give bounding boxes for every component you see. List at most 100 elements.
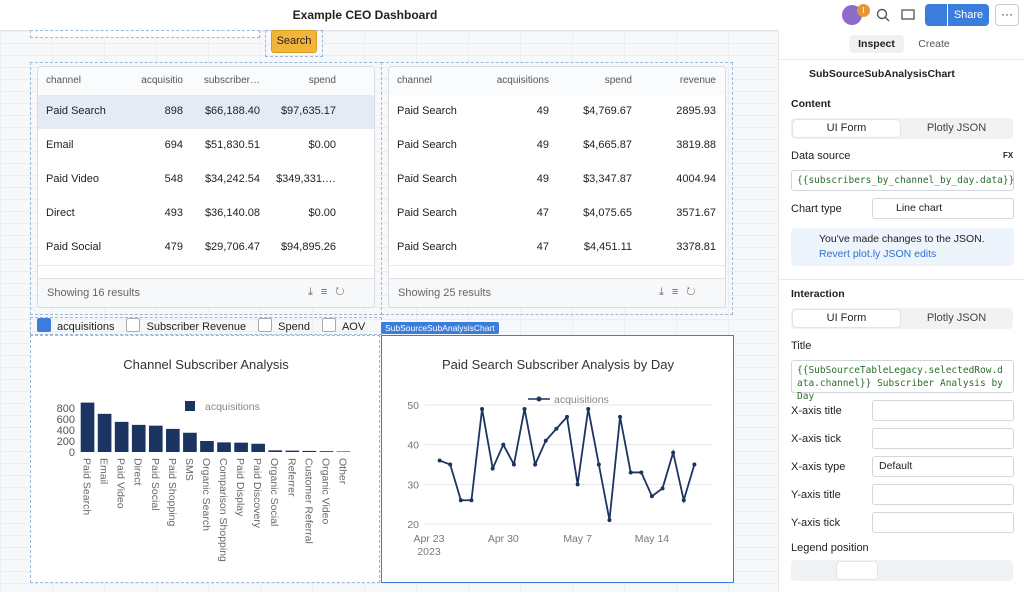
point: [618, 414, 623, 419]
table-cell: 49: [536, 105, 549, 117]
checkbox[interactable]: acquisitions: [37, 318, 114, 333]
table-cell: $51,830.51: [204, 139, 260, 151]
point: [490, 466, 495, 471]
legend-position-toggle: [791, 560, 1013, 581]
x-tick-label: Paid Search: [81, 458, 93, 515]
bar: [131, 424, 146, 452]
title-input[interactable]: {{SubSourceTableLegacy.selectedRow.data.…: [791, 360, 1014, 402]
point: [480, 406, 485, 411]
point: [437, 458, 442, 463]
search-icon[interactable]: [876, 8, 890, 22]
share-button[interactable]: Share: [948, 4, 989, 26]
checkbox-box: [126, 318, 141, 332]
mode-option[interactable]: UI Form: [793, 310, 900, 327]
section-heading: Content: [791, 98, 831, 110]
table-cell: $94,895.26: [280, 241, 336, 253]
table-row[interactable]: [38, 129, 374, 164]
table-row[interactable]: [389, 129, 725, 164]
table-cell: Paid Search: [397, 207, 457, 219]
notice-link[interactable]: Revert plot.ly JSON edits: [819, 248, 937, 260]
table-footer: [38, 278, 374, 307]
checkbox-label: Subscriber Revenue: [146, 321, 247, 333]
table-row[interactable]: [38, 95, 374, 130]
point: [469, 498, 474, 503]
chart-title: Channel Subscriber Analysis: [123, 357, 289, 372]
x-tick-label: Direct: [132, 458, 144, 486]
table-cell: 548: [164, 173, 183, 185]
mode-option[interactable]: UI Form: [793, 120, 900, 137]
footer-icons: ⤓≡↻: [308, 286, 353, 298]
table-cell: $34,242.54: [204, 173, 260, 185]
footer-icons: ⤓≡↻: [659, 286, 704, 298]
bar: [183, 432, 197, 452]
mode-option[interactable]: Plotly JSON: [926, 312, 987, 324]
table-cell: 3571.67: [676, 207, 716, 219]
table-row[interactable]: [389, 231, 725, 266]
table-cell: Paid Search: [397, 241, 457, 253]
checkbox-box: [321, 318, 336, 332]
legend-position-option[interactable]: [837, 562, 877, 579]
link-button[interactable]: [925, 4, 947, 26]
bar: [97, 413, 112, 452]
field-label: X-axis title: [791, 405, 842, 417]
x-tick-label: Apr 23 2023: [414, 533, 445, 558]
table-cell: Paid Video: [46, 173, 100, 185]
chart-type-select[interactable]: Line chart: [872, 198, 1014, 219]
text-input[interactable]: [872, 484, 1014, 505]
checkbox[interactable]: AOV: [321, 318, 365, 333]
code-input[interactable]: {{subscribers_by_channel_by_day.data}}: [791, 170, 1014, 191]
footer-text: Showing 25 results: [398, 287, 491, 299]
checkbox[interactable]: Subscriber Revenue: [126, 318, 247, 333]
mode-toggle: UI Form Plotly JSON: [791, 118, 1013, 139]
table-row[interactable]: [38, 231, 374, 266]
x-tick-label: Paid Display: [234, 458, 246, 517]
selection-label: SubSourceSubAnalysisChart: [381, 322, 499, 334]
x-type-select[interactable]: Default: [872, 456, 1014, 477]
y-tick-label: 200: [57, 436, 75, 448]
field-label: Y-axis title: [791, 489, 841, 501]
table-row[interactable]: [38, 197, 374, 232]
more-button[interactable]: ···: [995, 4, 1019, 26]
y-tick-label: 400: [57, 425, 75, 437]
checkbox[interactable]: Spend: [258, 318, 310, 333]
text-input[interactable]: [872, 400, 1014, 421]
table-cell: Email: [46, 139, 74, 151]
point: [554, 426, 559, 431]
search-button[interactable]: Search: [271, 30, 317, 53]
table-frame: [381, 62, 733, 315]
field-label: X-axis type: [791, 461, 846, 473]
tab-inspect[interactable]: Inspect: [849, 35, 904, 53]
point: [448, 462, 453, 467]
table-cell: $4,769.67: [583, 105, 632, 117]
checkbox-box: [258, 318, 273, 332]
bar: [302, 450, 317, 452]
table-cell: 3378.81: [676, 241, 716, 253]
point: [533, 462, 538, 467]
text-input[interactable]: [872, 428, 1014, 449]
footer-text: Showing 16 results: [47, 287, 140, 299]
line: [439, 408, 696, 521]
table-row[interactable]: [389, 95, 725, 130]
column-header: channel: [397, 75, 433, 86]
y-tick-label: 30: [407, 479, 419, 491]
fx-badge: FX: [1003, 151, 1014, 160]
table-header: [38, 67, 374, 96]
x-tick-label: Referrer: [285, 458, 297, 497]
tab-create[interactable]: Create: [918, 38, 950, 50]
notice: You've made changes to the JSON. Revert …: [791, 228, 1014, 266]
inspector: Inspect Create SubSourceSubAnalysisChart…: [778, 30, 1024, 592]
section-heading: Interaction: [791, 288, 845, 300]
legend-label: acquisitions: [554, 394, 609, 406]
chart-title: Paid Search Subscriber Analysis by Day: [442, 357, 674, 372]
preview-icon[interactable]: [901, 8, 915, 22]
column-header: acquisitio: [141, 75, 183, 86]
column-header: spend: [308, 75, 336, 86]
field-label: Chart type: [791, 203, 842, 215]
text-input[interactable]: [872, 512, 1014, 533]
table-cell: 4004.94: [676, 173, 716, 185]
x-tick-label: Apr 30: [488, 533, 519, 545]
point: [681, 498, 686, 503]
table-row[interactable]: [389, 197, 725, 232]
mode-option[interactable]: Plotly JSON: [926, 122, 987, 134]
x-tick-label: Organic Search: [200, 458, 212, 531]
